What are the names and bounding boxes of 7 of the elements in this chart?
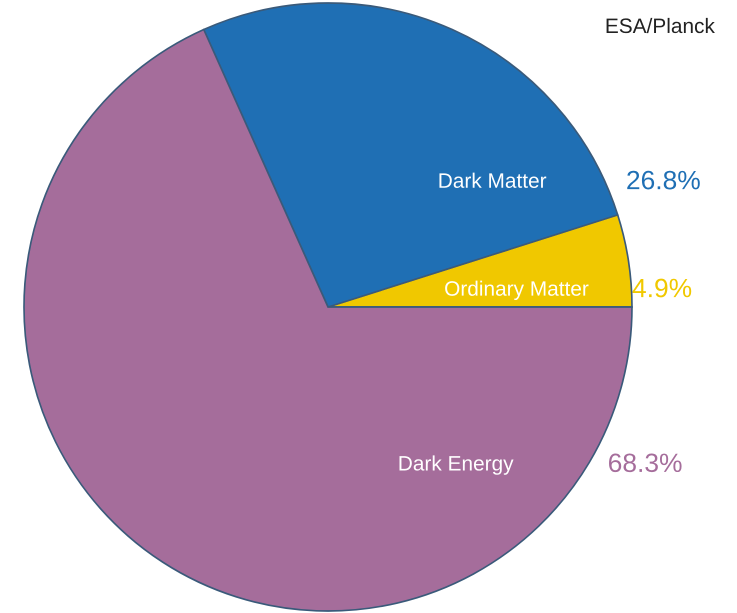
slice-label: Dark Matter <box>439 172 546 188</box>
slice-label: Ordinary Matter <box>445 280 588 300</box>
data-label: 26.8% <box>627 170 700 190</box>
data-label: 68.3% <box>609 453 682 472</box>
slice-label: Dark Energy <box>400 455 514 475</box>
data-label: 4.9% <box>632 278 692 298</box>
text: ESA/Planck <box>606 18 715 34</box>
